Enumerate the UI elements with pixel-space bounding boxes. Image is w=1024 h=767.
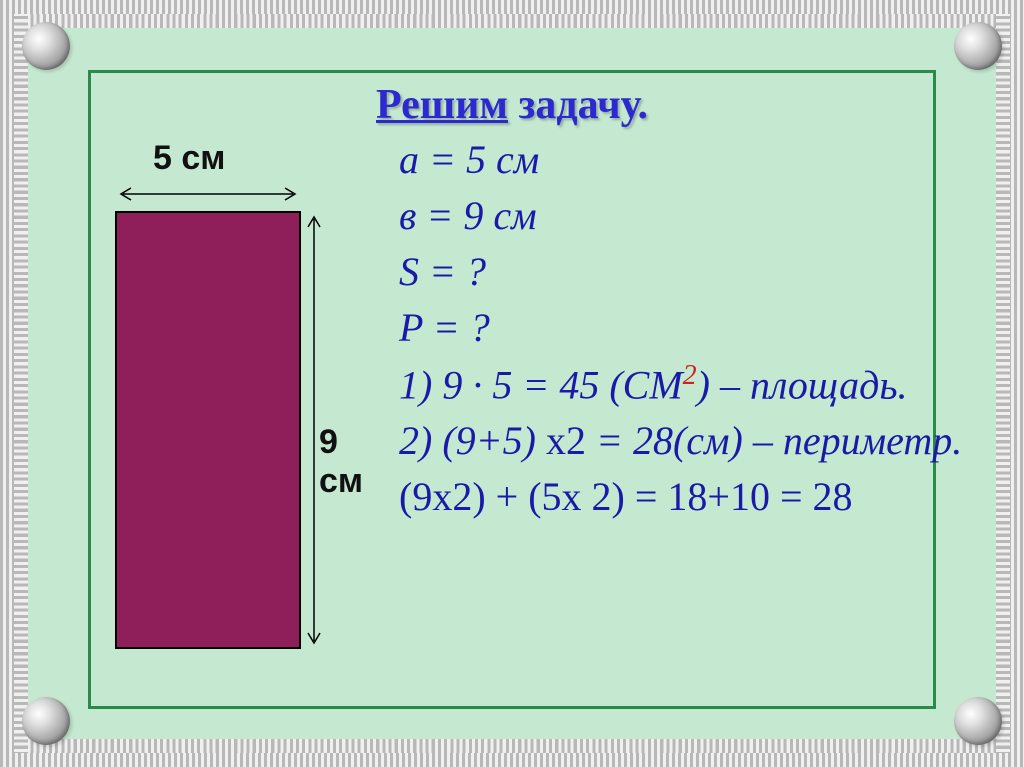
- step1-prefix: 1) 9 · 5 = 45 (СМ: [399, 362, 683, 407]
- solution-step-2: 2) (9+5) х2 = 28(см) – периметр.: [399, 414, 962, 468]
- corner-screw-icon: [22, 697, 70, 745]
- corner-screw-icon: [954, 697, 1002, 745]
- corner-screw-icon: [954, 22, 1002, 70]
- width-label: 5 см: [153, 139, 225, 178]
- solution-step-1: 1) 9 · 5 = 45 (СМ2) – площадь.: [399, 357, 962, 412]
- slide-panel: Решим задачу. 5 см 9 см a = 5 см в = 9 с…: [88, 70, 936, 709]
- step2-suffix: = 28(см) – периметр.: [586, 418, 962, 463]
- given-p: P = ?: [399, 301, 962, 355]
- step2-mid: х2: [546, 418, 586, 463]
- corner-screw-icon: [22, 22, 70, 70]
- content-row: 5 см 9 см a = 5 см в = 9 см S = ? P = ? …: [109, 133, 915, 673]
- rectangle-shape: [115, 211, 301, 649]
- math-text-column: a = 5 см в = 9 см S = ? P = ? 1) 9 · 5 =…: [399, 133, 962, 673]
- solution-step-3: (9х2) + (5х 2) = 18+10 = 28: [399, 470, 962, 524]
- rectangle-diagram: 5 см 9 см: [109, 133, 389, 673]
- step2-prefix: 2) (9+5): [399, 418, 546, 463]
- title-word-2: задачу.: [519, 82, 648, 128]
- height-label: 9 см: [319, 423, 389, 501]
- width-arrow-icon: [115, 185, 301, 203]
- step1-suffix: ) – площадь.: [697, 362, 908, 407]
- given-a: a = 5 см: [399, 133, 962, 187]
- slide-title: Решим задачу.: [109, 81, 915, 129]
- given-b: в = 9 см: [399, 189, 962, 243]
- squared-superscript: 2: [683, 360, 697, 391]
- given-s: S = ?: [399, 245, 962, 299]
- title-word-1: Решим: [376, 82, 508, 128]
